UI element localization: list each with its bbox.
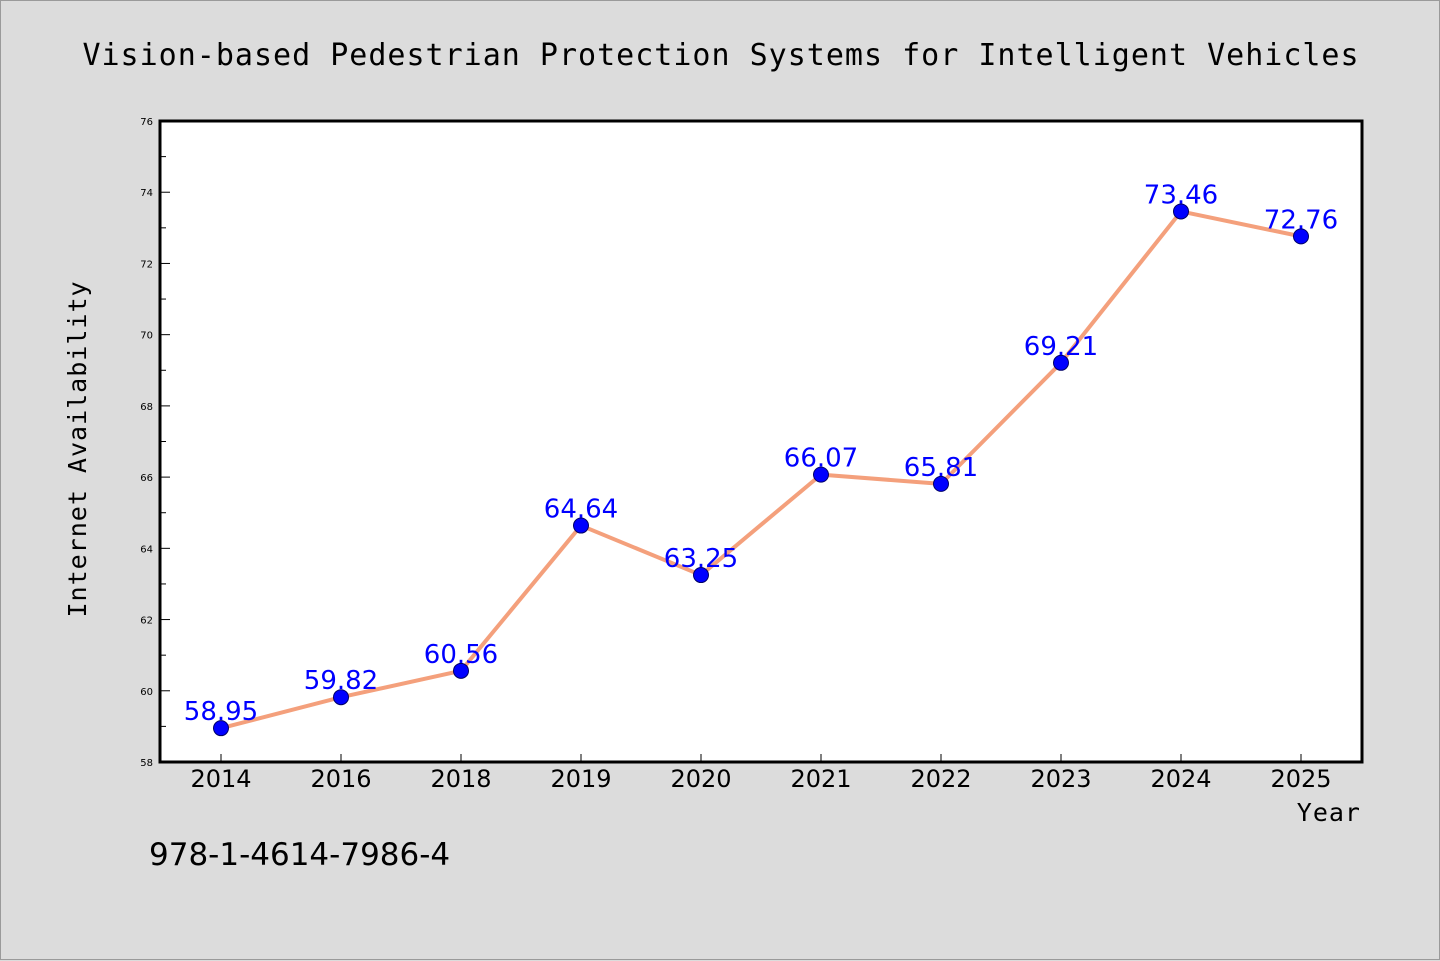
x-tick-label: 2022 [910, 765, 971, 793]
series-markers [213, 203, 1309, 737]
data-label: 60.56 [424, 640, 498, 670]
chart-title: Vision-based Pedestrian Protection Syste… [82, 38, 1359, 73]
x-tick-label: 2016 [310, 765, 371, 793]
data-label: 66.07 [784, 444, 858, 474]
data-label: 64.64 [544, 495, 618, 525]
data-label: 63.25 [664, 544, 738, 574]
x-axis-ticks: 2014 2016 2018 2019 2020 2021 2022 2023 2024 2025 [190, 754, 1332, 793]
x-tick-label: 2014 [190, 765, 251, 793]
data-point [453, 662, 469, 679]
y-tick-label: 64 [140, 544, 153, 555]
y-tick-label: 74 [140, 188, 153, 199]
plot-area [158, 119, 1364, 764]
x-tick-label: 2021 [790, 765, 851, 793]
data-labels: 58.95 59.82 60.56 64.64 63.25 66.07 65.81 69.21… [184, 180, 1338, 727]
y-tick-label: 72 [140, 259, 153, 270]
data-label: 58.95 [184, 697, 258, 727]
y-tick-label: 66 [140, 473, 153, 484]
data-point [573, 517, 589, 534]
data-label: 65.81 [904, 453, 978, 483]
data-point [213, 720, 229, 737]
y-tick-label: 62 [140, 616, 153, 627]
y-axis-title: Internet Availability [63, 280, 92, 617]
data-point [813, 466, 829, 483]
x-tick-label: 2023 [1030, 765, 1091, 793]
y-tick-label: 58 [140, 758, 153, 769]
x-tick-label: 2024 [1150, 765, 1211, 793]
series-line [220, 209, 1302, 731]
data-point [1293, 228, 1309, 245]
y-tick-label: 68 [140, 402, 153, 413]
data-label: 59.82 [304, 666, 378, 696]
x-tick-label: 2020 [670, 765, 731, 793]
x-axis-title: Year [1297, 798, 1361, 827]
data-point [1053, 354, 1069, 371]
x-tick-label: 2019 [550, 765, 611, 793]
isbn-label: 978-1-4614-7986-4 [149, 837, 450, 873]
x-tick-label: 2025 [1270, 765, 1331, 793]
x-tick-label: 2018 [430, 765, 491, 793]
data-point [933, 475, 949, 492]
data-label: 72.76 [1264, 205, 1338, 235]
y-axis-ticks: 58 60 62 64 66 68 70 72 74 76 [140, 117, 170, 769]
data-point [333, 689, 349, 706]
data-point [1173, 203, 1189, 220]
data-label: 69.21 [1024, 332, 1098, 362]
data-label: 73.46 [1144, 180, 1218, 210]
y-tick-label: 70 [140, 331, 153, 342]
data-point [693, 567, 709, 584]
y-tick-label: 76 [140, 117, 153, 128]
y-tick-label: 60 [140, 687, 153, 698]
